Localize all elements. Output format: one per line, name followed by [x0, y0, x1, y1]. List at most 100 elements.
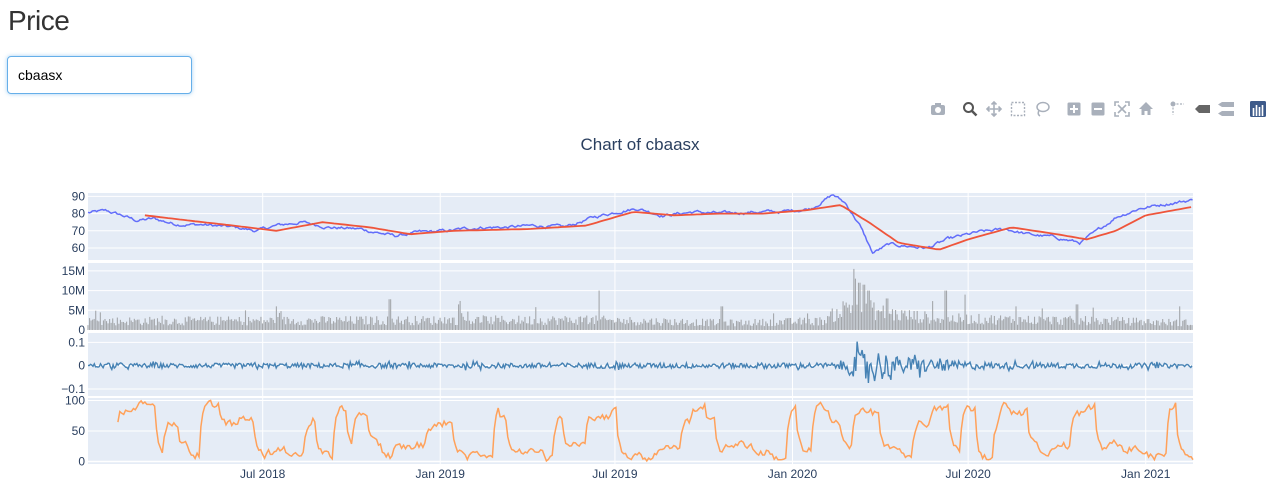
volume-bar	[163, 324, 165, 330]
volume-bar	[244, 310, 247, 330]
volume-bar	[161, 315, 163, 330]
zoom-out-icon[interactable]	[1089, 100, 1107, 118]
volume-bar	[542, 325, 545, 330]
volume-bar	[1094, 321, 1096, 330]
hover-compare-icon[interactable]	[1217, 100, 1235, 118]
volume-bar	[981, 322, 983, 330]
volume-bar	[870, 300, 872, 330]
reset-axes-icon[interactable]	[1137, 100, 1155, 118]
volume-bar	[521, 320, 523, 330]
volume-bar	[593, 324, 596, 330]
volume-bar	[339, 317, 341, 330]
volume-bar	[371, 317, 373, 330]
volume-bar	[373, 324, 375, 330]
volume-bar	[1129, 325, 1131, 330]
volume-bar	[351, 321, 353, 330]
volume-bar	[1021, 321, 1023, 330]
volume-bar	[969, 323, 971, 330]
volume-bar	[1179, 306, 1181, 330]
volume-bar	[1047, 316, 1049, 330]
oscillator-panel[interactable]: 0 50 100	[65, 393, 1194, 469]
lasso-select-icon[interactable]	[1033, 100, 1051, 118]
volume-bars	[87, 268, 1193, 330]
y-tick-label: 0.1	[68, 335, 85, 349]
volume-bar	[845, 302, 847, 330]
volume-bar	[973, 320, 975, 330]
volume-bar	[342, 321, 344, 330]
volume-bar	[715, 324, 718, 330]
volume-bar	[1044, 320, 1046, 330]
volume-bar	[308, 318, 310, 330]
volume-panel[interactable]: 0 5M 10M 15M	[62, 263, 1193, 337]
autoscale-icon[interactable]	[1113, 100, 1131, 118]
chart[interactable]: Chart of cbaasx 6070809005M10M15M−0.100.…	[0, 120, 1281, 503]
volume-bar	[626, 319, 628, 330]
volume-bar	[251, 322, 253, 330]
volume-bar	[802, 319, 804, 330]
volume-bar	[800, 324, 802, 330]
volume-bar	[671, 325, 673, 330]
volume-bar	[834, 321, 836, 330]
volume-bar	[1169, 322, 1171, 330]
x-tick-label: Jul 2019	[592, 467, 638, 481]
volume-bar	[657, 321, 659, 330]
volume-bar	[1154, 325, 1156, 330]
volume-bar	[718, 318, 721, 330]
volume-bar	[226, 319, 228, 330]
volume-bar	[842, 301, 844, 330]
volume-bar	[632, 322, 634, 330]
volume-bar	[1081, 320, 1083, 330]
volume-bar	[1109, 325, 1111, 330]
volume-bar	[840, 316, 843, 330]
volume-bar	[1001, 320, 1003, 330]
price-panel[interactable]: 60 70 80 90	[72, 189, 1193, 260]
volume-bar	[950, 320, 952, 330]
volume-bar	[737, 321, 739, 330]
pan-icon[interactable]	[985, 100, 1003, 118]
volume-bar	[133, 318, 135, 330]
volume-bar	[436, 323, 438, 330]
zoom-icon[interactable]	[961, 100, 979, 118]
box-select-icon[interactable]	[1009, 100, 1027, 118]
volume-bar	[998, 318, 1000, 330]
camera-icon[interactable]	[929, 100, 947, 118]
volume-bar	[927, 317, 929, 330]
y-tick-label: 10M	[62, 284, 85, 298]
volume-bar	[810, 324, 812, 330]
volume-bar	[658, 322, 660, 330]
returns-panel[interactable]: −0.1 0 0.1	[61, 333, 1193, 396]
volume-bar	[516, 322, 518, 330]
volume-bar	[908, 310, 911, 330]
volume-bar	[481, 322, 483, 330]
volume-bar	[918, 323, 920, 330]
hover-closest-icon[interactable]	[1193, 100, 1211, 118]
volume-bar	[816, 318, 818, 330]
volume-bar	[663, 318, 665, 330]
volume-bar	[385, 325, 387, 330]
ticker-input[interactable]	[7, 56, 192, 94]
volume-bar	[850, 313, 852, 330]
volume-bar	[393, 322, 395, 330]
volume-bar	[652, 324, 654, 330]
volume-bar	[698, 325, 701, 330]
volume-bar	[765, 321, 767, 330]
volume-bar	[90, 320, 92, 330]
volume-bar	[627, 323, 629, 330]
volume-bar	[615, 321, 617, 330]
spike-lines-icon[interactable]	[1169, 100, 1187, 118]
volume-bar	[924, 311, 926, 330]
volume-bar	[488, 323, 491, 330]
volume-bar	[224, 321, 226, 330]
volume-bar	[763, 326, 765, 330]
volume-bar	[458, 304, 460, 330]
volume-bar	[1091, 316, 1093, 330]
plotly-logo-icon[interactable]	[1249, 100, 1267, 118]
price-panel-background	[88, 193, 1193, 260]
volume-bar	[1171, 325, 1173, 330]
volume-bar	[104, 318, 106, 330]
volume-bar	[847, 307, 849, 330]
volume-bar	[200, 316, 202, 330]
zoom-in-icon[interactable]	[1065, 100, 1083, 118]
volume-bar	[1007, 317, 1009, 330]
volume-bar	[442, 323, 444, 330]
